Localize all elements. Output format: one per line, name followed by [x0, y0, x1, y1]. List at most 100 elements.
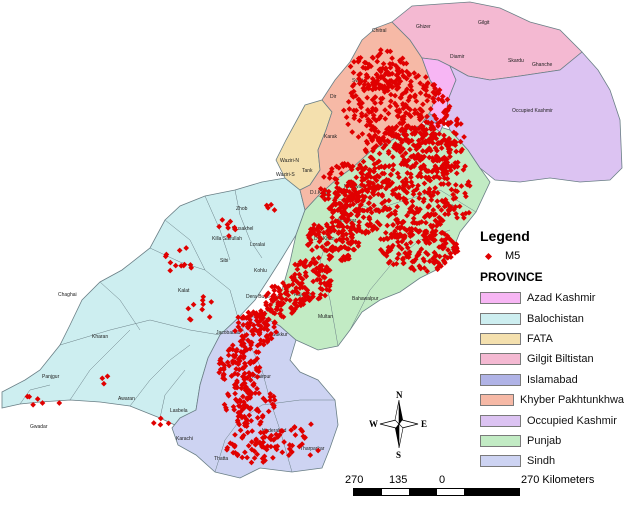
- m5-point: [314, 244, 320, 250]
- m5-point: [384, 84, 391, 91]
- m5-point: [382, 198, 388, 204]
- m5-point: [370, 112, 377, 119]
- m5-point: [223, 404, 229, 411]
- m5-point: [458, 121, 464, 127]
- m5-point: [436, 253, 443, 260]
- m5-point: [261, 320, 267, 326]
- m5-point: [430, 207, 437, 213]
- m5-point: [414, 208, 421, 215]
- district-label: Waziri-S: [276, 172, 295, 178]
- m5-point: [400, 256, 406, 263]
- m5-point: [254, 414, 261, 421]
- m5-point: [380, 236, 387, 243]
- m5-point: [406, 72, 413, 78]
- m5-point: [395, 239, 401, 245]
- m5-point: [402, 150, 409, 157]
- m5-point: [416, 191, 423, 197]
- m5-point: [379, 193, 386, 199]
- m5-point: [261, 453, 268, 460]
- legend-province-title: PROVINCE: [480, 270, 543, 284]
- m5-point: [367, 179, 374, 186]
- m5-point: [409, 258, 416, 265]
- m5-point: [448, 186, 455, 193]
- m5-point: [232, 431, 238, 438]
- m5-point: [294, 266, 301, 273]
- m5-point: [199, 297, 206, 304]
- m5-point: [307, 231, 314, 238]
- compass-e: E: [421, 419, 427, 429]
- m5-point: [333, 163, 340, 170]
- m5-point: [447, 153, 453, 160]
- m5-point: [443, 113, 449, 120]
- m5-point: [364, 94, 371, 101]
- district-label: Kalat: [178, 288, 190, 294]
- m5-point: [419, 135, 426, 142]
- district-label: Sibi: [220, 258, 228, 264]
- m5-point: [446, 103, 453, 110]
- m5-point: [402, 181, 409, 188]
- m5-point: [396, 75, 402, 82]
- m5-point: [458, 148, 464, 155]
- m5-point: [353, 195, 360, 202]
- legend-swatch: [480, 455, 521, 468]
- m5-point: [271, 319, 278, 325]
- m5-point: [339, 161, 346, 167]
- m5-point: [278, 313, 285, 320]
- district-label: Occupied Kashmir: [512, 108, 553, 114]
- district-label: Chitral: [372, 28, 386, 34]
- m5-point: [388, 172, 394, 178]
- legend-province-item: Occupied Kashmir: [476, 410, 624, 430]
- m5-point: [255, 368, 262, 375]
- m5-point: [388, 91, 394, 98]
- legend-swatch: [480, 394, 515, 407]
- m5-point: [428, 232, 435, 239]
- m5-point: [392, 191, 398, 198]
- m5-point: [331, 227, 337, 233]
- m5-point: [364, 107, 371, 113]
- m5-point: [424, 97, 431, 104]
- m5-point: [258, 419, 264, 425]
- m5-point: [225, 225, 231, 231]
- m5-point: [454, 188, 461, 195]
- m5-point: [371, 161, 378, 168]
- m5-point: [267, 302, 274, 308]
- m5-point: [462, 163, 468, 170]
- m5-point: [390, 242, 396, 249]
- m5-point: [382, 115, 389, 122]
- m5-point: [355, 134, 362, 140]
- m5-point: [399, 238, 405, 245]
- m5-point: [435, 96, 442, 102]
- district-label: Bahawalpur: [352, 296, 379, 302]
- m5-point: [434, 140, 441, 147]
- m5-point: [323, 264, 330, 270]
- m5-point: [426, 93, 432, 100]
- m5-point: [397, 225, 403, 232]
- m5-point: [271, 324, 277, 330]
- m5-point: [404, 244, 411, 251]
- m5-point: [317, 285, 324, 292]
- m5-point: [263, 428, 270, 435]
- m5-point: [425, 119, 431, 126]
- m5-point: [276, 431, 283, 438]
- m5-point: [345, 161, 351, 168]
- m5-point: [412, 226, 419, 233]
- m5-point: [200, 293, 207, 300]
- m5-point: [360, 214, 367, 221]
- m5-point: [356, 80, 363, 87]
- m5-point: [163, 251, 170, 258]
- m5-point: [434, 165, 441, 172]
- m5-point: [387, 64, 394, 71]
- m5-point: [185, 305, 192, 312]
- m5-point: [245, 337, 251, 344]
- m5-point: [271, 207, 278, 213]
- m5-point: [326, 175, 333, 181]
- north-arrow-compass: N S W E: [369, 390, 427, 460]
- m5-point: [279, 428, 286, 434]
- m5-point: [237, 327, 244, 334]
- m5-point: [452, 245, 459, 252]
- m5-point: [359, 100, 365, 106]
- m5-point: [453, 148, 460, 155]
- m5-point: [401, 73, 407, 80]
- m5-point: [325, 195, 332, 202]
- m5-point: [260, 341, 267, 348]
